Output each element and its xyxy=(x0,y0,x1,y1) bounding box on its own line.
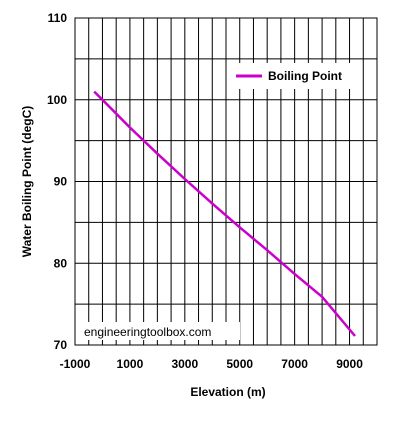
x-tick-label: 9000 xyxy=(336,357,363,371)
watermark-background xyxy=(80,322,240,340)
series-layer xyxy=(93,90,356,337)
y-tick-label: 90 xyxy=(54,175,68,189)
x-axis-tick-labels: -1000 1000 3000 5000 7000 9000 xyxy=(60,357,364,371)
legend: Boiling Point xyxy=(228,63,358,89)
x-tick-label: 3000 xyxy=(171,357,198,371)
series-line-boiling-point xyxy=(93,90,356,337)
y-axis-title: Water Boiling Point (degC) xyxy=(20,106,34,258)
y-tick-label: 80 xyxy=(54,256,68,270)
x-tick-label: 1000 xyxy=(117,357,144,371)
x-tick-label: 7000 xyxy=(281,357,308,371)
watermark-text: engineeringtoolbox.com xyxy=(84,325,211,339)
x-axis-title: Elevation (m) xyxy=(190,385,265,399)
y-tick-label: 110 xyxy=(48,11,68,25)
x-tick-label: -1000 xyxy=(60,357,91,371)
plot-area-frame xyxy=(74,17,378,346)
x-tick-label: 5000 xyxy=(226,357,253,371)
y-axis-tick-labels: 70 80 90 100 110 xyxy=(47,11,67,352)
y-tick-label: 70 xyxy=(54,338,68,352)
legend-label-boiling-point: Boiling Point xyxy=(268,69,342,83)
y-tick-label: 100 xyxy=(47,93,67,107)
watermark: engineeringtoolbox.com xyxy=(80,322,240,340)
